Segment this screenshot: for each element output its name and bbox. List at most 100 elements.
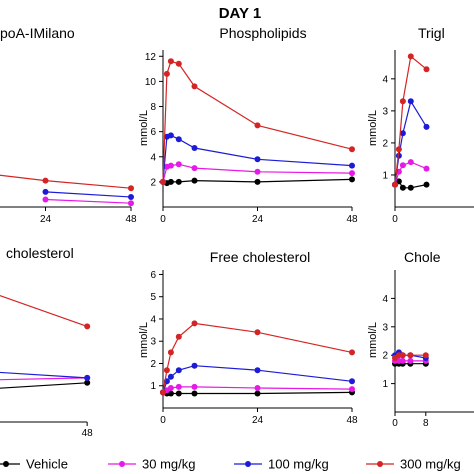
data-point — [84, 374, 91, 381]
y-axis-label: mmol/L — [138, 322, 150, 358]
data-point — [42, 196, 49, 203]
data-point — [407, 159, 414, 166]
series-line — [45, 198, 132, 204]
y-axis-label: mmol/L — [367, 322, 379, 358]
data-point — [175, 383, 182, 390]
data-point — [407, 98, 414, 105]
data-point — [163, 367, 170, 374]
data-point — [254, 367, 261, 374]
page-title: DAY 1 — [219, 5, 262, 22]
y-tick-label: 6 — [150, 127, 156, 138]
x-tick-label: 8 — [423, 418, 429, 429]
y-tick-label: 4 — [382, 294, 388, 305]
panel-free-cholesterol: Free cholesterol 1 2 3 4 5 6 mmol/L 0 24 48 — [138, 249, 358, 426]
series-100-mg-kg — [160, 132, 355, 185]
series-30-mg-kg — [42, 196, 134, 207]
data-point — [175, 60, 182, 67]
x-tick-label: 24 — [40, 214, 52, 225]
data-point — [128, 194, 134, 200]
legend-label: Vehicle — [26, 457, 68, 472]
data-point — [399, 352, 406, 359]
series-300-mg-kg — [0, 174, 134, 192]
y-tick-label: 2 — [382, 351, 388, 362]
data-point — [349, 176, 355, 183]
data-point — [84, 323, 91, 330]
data-point — [254, 385, 261, 391]
y-tick-label: 12 — [145, 52, 157, 63]
y-tick-label: 3 — [382, 106, 388, 117]
data-point — [191, 383, 198, 390]
data-point — [175, 161, 182, 168]
data-point — [349, 170, 355, 177]
y-tick-label: 4 — [382, 74, 388, 85]
y-tick-label: 4 — [150, 314, 156, 325]
data-point — [167, 385, 174, 391]
series-300-mg-kg — [0, 294, 91, 330]
x-tick-label: 48 — [346, 415, 358, 426]
data-point — [422, 352, 429, 359]
data-point — [160, 389, 166, 396]
series-line — [0, 371, 88, 379]
y-tick-label: 10 — [145, 77, 157, 88]
series-vehicle — [0, 379, 91, 389]
y-tick-label: 3 — [382, 322, 388, 333]
panel-title: cholesterol — [6, 245, 74, 261]
series-line — [0, 382, 88, 389]
series-30-mg-kg — [392, 159, 430, 188]
data-point — [395, 152, 402, 159]
data-point — [423, 123, 430, 130]
legend-item-300-mg-kg: 300 mg/kg — [366, 457, 461, 472]
data-point — [392, 181, 398, 188]
data-point — [175, 333, 182, 340]
panel-title: Chole — [404, 249, 441, 265]
series-300-mg-kg — [160, 58, 355, 185]
y-tick-label: 4 — [150, 152, 156, 163]
data-point — [167, 373, 174, 380]
series-100-mg-kg — [0, 371, 91, 381]
data-point — [160, 178, 166, 185]
x-tick-label: 48 — [82, 428, 94, 439]
data-point — [191, 320, 198, 327]
x-tick-label: 0 — [392, 418, 398, 429]
data-point — [191, 177, 198, 184]
data-point — [254, 156, 261, 163]
panel-title: Free cholesterol — [210, 249, 310, 265]
data-point — [191, 390, 198, 397]
series-line — [45, 191, 132, 198]
data-point — [175, 136, 182, 143]
data-point — [128, 200, 134, 207]
x-tick-label: 0 — [392, 214, 398, 225]
data-point — [399, 162, 406, 169]
legend: Vehicle 30 mg/kg 100 mg/kg 300 mg/kg — [0, 457, 461, 472]
x-tick-label: 24 — [252, 214, 264, 225]
data-point — [191, 362, 198, 369]
x-tick-label: 0 — [160, 415, 166, 426]
data-point — [349, 146, 355, 153]
x-tick-label: 0 — [160, 214, 166, 225]
legend-label: 100 mg/kg — [268, 457, 329, 472]
data-point — [399, 98, 406, 105]
y-tick-label: 1 — [150, 381, 156, 392]
data-point — [254, 168, 261, 175]
y-tick-label: 3 — [150, 337, 156, 348]
data-point — [395, 146, 402, 153]
data-point — [175, 178, 182, 185]
data-point — [423, 66, 430, 73]
data-point — [407, 53, 414, 60]
legend-swatch-marker — [119, 461, 125, 467]
y-tick-label: 6 — [150, 270, 156, 281]
y-tick-label: 1 — [382, 170, 388, 181]
legend-swatch-marker — [245, 461, 251, 467]
data-point — [407, 184, 414, 191]
data-point — [349, 162, 355, 169]
panel-title: poA-IMilano — [0, 25, 75, 41]
legend-item-30-mg-kg: 30 mg/kg — [108, 457, 195, 472]
y-tick-label: 5 — [150, 292, 156, 303]
panel-cholesteryl-ester: Chole 1 2 3 4 mmol/L 0 8 — [367, 249, 474, 429]
legend-swatch-marker — [3, 461, 9, 467]
series-line — [0, 294, 88, 327]
legend-item-100-mg-kg: 100 mg/kg — [234, 457, 329, 472]
data-point — [163, 70, 170, 77]
